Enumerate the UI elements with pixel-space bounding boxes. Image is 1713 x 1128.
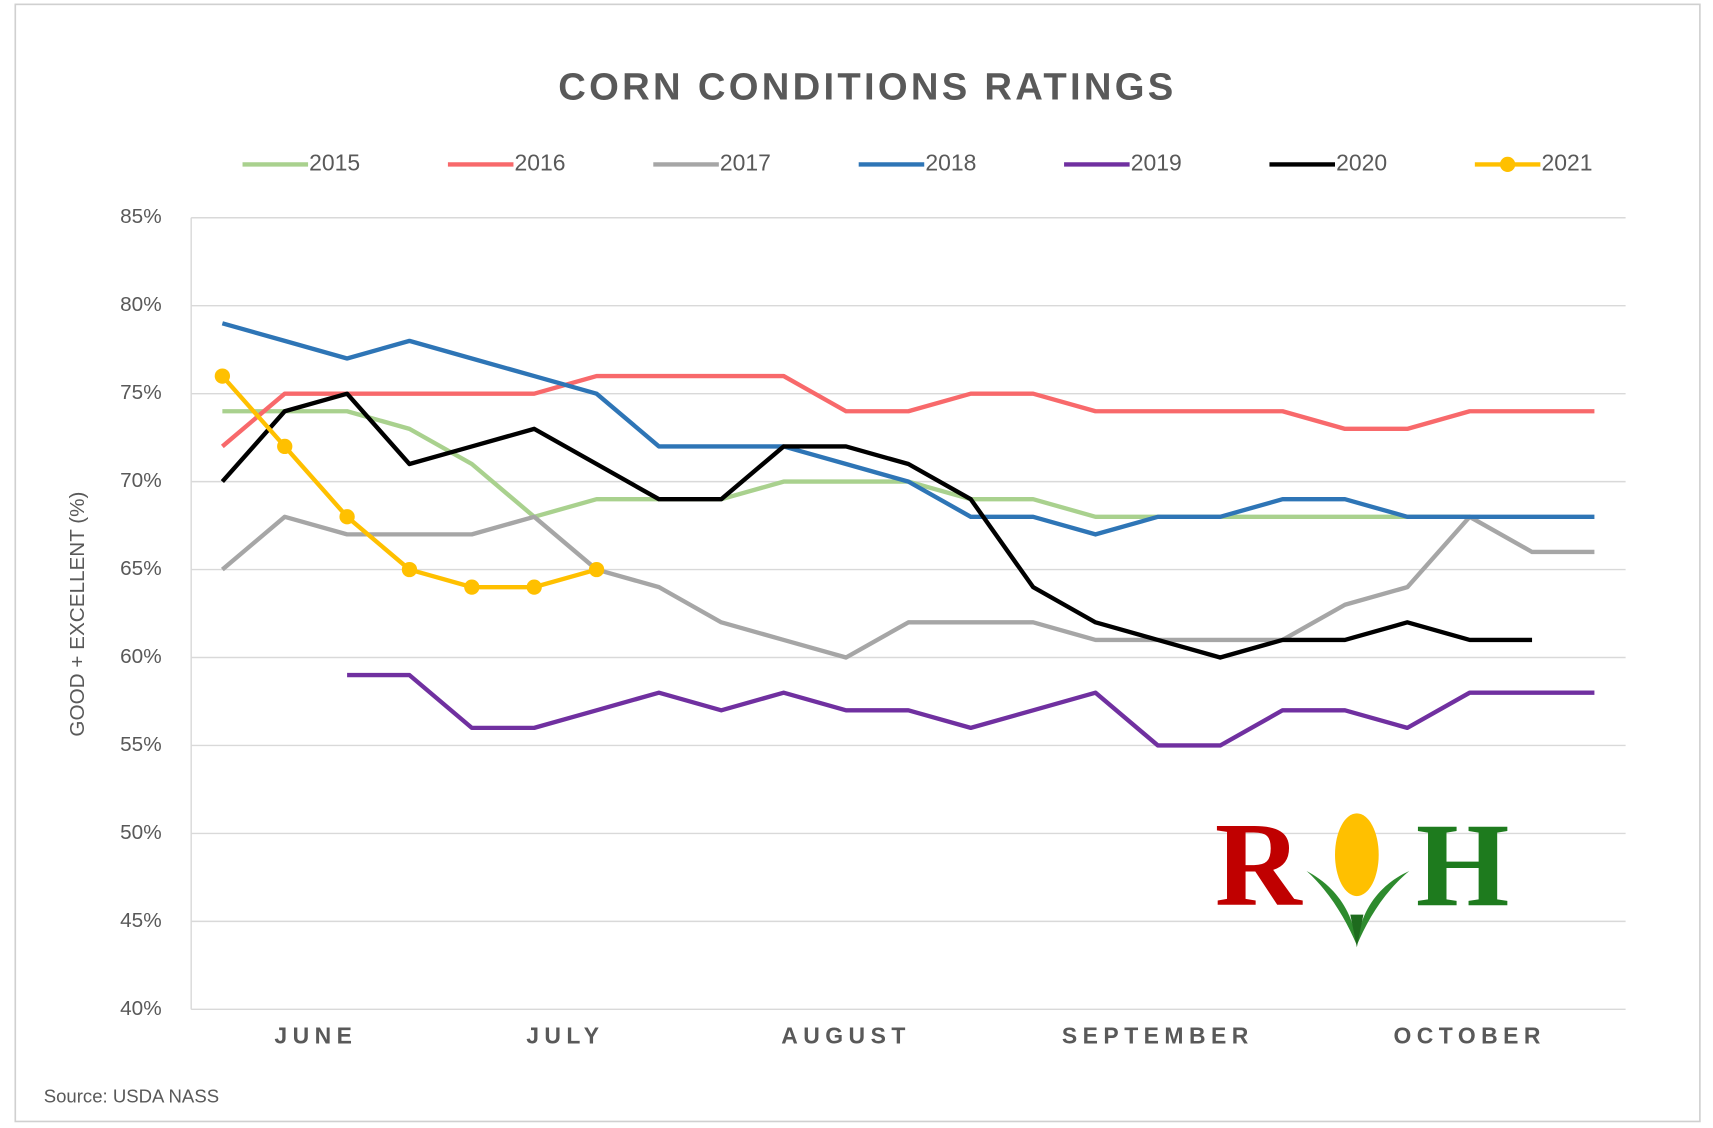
legend-label: 2015 (309, 149, 360, 175)
series-marker (526, 579, 542, 595)
series-line (222, 409, 1470, 519)
chart-border (14, 3, 1701, 1123)
y-tick-label: 65% (120, 557, 162, 580)
series-line (220, 373, 1595, 449)
series-marker (277, 438, 293, 455)
legend-label: 2020 (1336, 149, 1387, 175)
legend-label: 2021 (1541, 149, 1592, 175)
logo: R H (1215, 798, 1509, 948)
series-marker (339, 509, 355, 525)
y-tick-label: 70% (120, 469, 162, 492)
y-tick-label: 55% (120, 733, 162, 756)
logo-letter: H (1416, 798, 1509, 931)
series-marker (464, 579, 480, 595)
legend-label: 2016 (515, 149, 566, 175)
x-tick-label: JUNE (274, 1023, 357, 1049)
y-axis-label: GOOD + EXCELLENT (%) (66, 492, 89, 737)
legend-label: 2018 (925, 149, 976, 175)
x-tick-label: AUGUST (781, 1023, 911, 1049)
logo-corn (1335, 813, 1379, 897)
logo-stem (1350, 914, 1364, 948)
series-line (220, 391, 1533, 660)
legend-label: 2019 (1131, 149, 1182, 175)
logo-letter: R (1215, 798, 1303, 931)
x-tick-label: SEPTEMBER (1062, 1023, 1254, 1049)
y-tick-label: 40% (120, 997, 162, 1020)
y-tick-label: 80% (120, 293, 162, 316)
source-note: Source: USDA NASS (44, 1085, 219, 1106)
series-line (347, 672, 1595, 748)
y-tick-label: 50% (120, 821, 162, 844)
legend-label: 2017 (720, 149, 771, 175)
x-tick-label: OCTOBER (1393, 1023, 1545, 1049)
y-tick-label: 45% (120, 909, 162, 932)
y-tick-label: 60% (120, 645, 162, 668)
y-tick-label: 75% (120, 381, 162, 404)
series-marker (588, 561, 605, 578)
chart-title: CORN CONDITIONS RATINGS (558, 65, 1176, 108)
legend-marker (1499, 156, 1516, 173)
x-tick-label: JULY (526, 1023, 604, 1049)
series-marker (401, 561, 418, 578)
series-line (220, 514, 1595, 660)
y-tick-label: 85% (120, 205, 162, 228)
series-marker (214, 368, 231, 384)
series-line (221, 321, 1595, 537)
